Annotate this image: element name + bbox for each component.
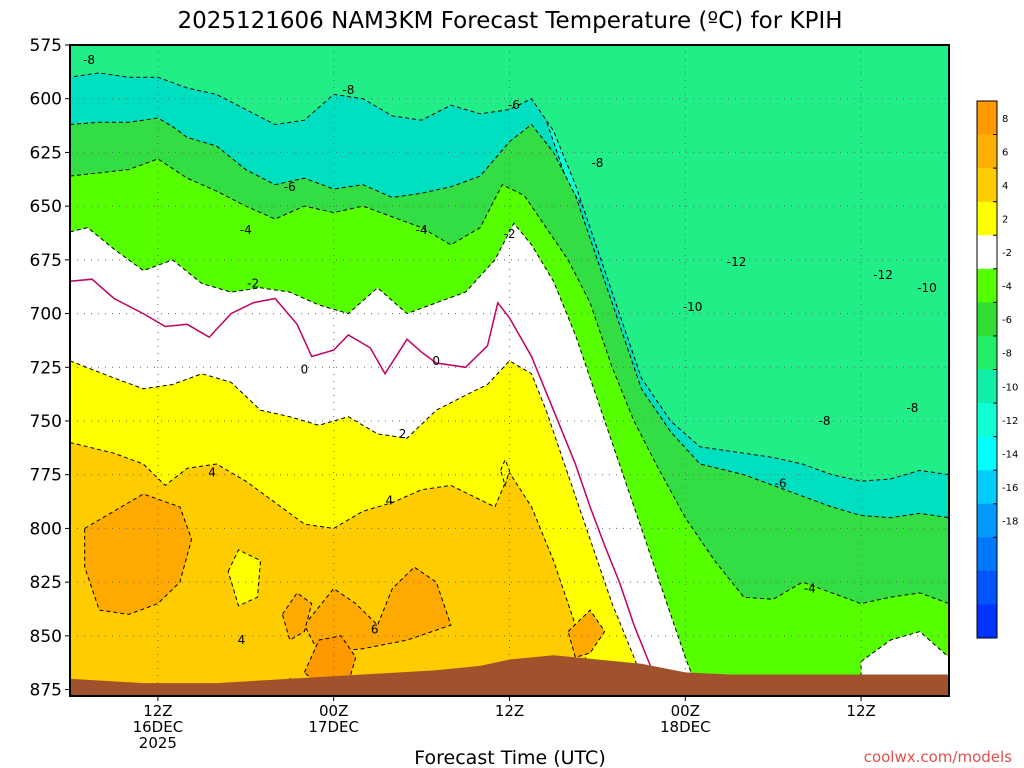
x-tick-label: 00Z [319,702,348,720]
zone-orange-mid3 [567,609,606,658]
colorbar-tick-label: 4 [1002,181,1008,192]
colorbar-segment [977,604,997,639]
zone-orange-mid [303,566,452,654]
colorbar-segment [977,470,997,505]
y-tick-label: 800 [30,519,62,539]
colorbar-segment [977,503,997,538]
x-tick-label: 16DEC [133,718,184,736]
contour-label: -8 [342,83,354,97]
credit-text: coolwx.com/models [864,748,1012,766]
colorbar-tick-label: 8 [1002,114,1008,125]
colorbar-segment [977,403,997,438]
colorbar-segment [977,436,997,471]
x-tick-label: 12Z [846,702,875,720]
colorbar-tick-label: -10 [1002,382,1018,393]
contour-label: -8 [818,414,830,428]
colorbar-tick-label: -18 [1002,517,1018,528]
contour-label: -12 [727,255,747,269]
contour-label: -8 [591,156,603,170]
y-tick-label: 850 [30,627,62,647]
contour-label: -8 [83,53,95,67]
x-tick-label: 12Z [143,702,172,720]
colorbar-segment [977,235,997,270]
x-tick-label: 18DEC [660,718,711,736]
zone-orange [84,493,193,615]
contour-label: -8 [906,401,918,415]
colorbar-segment [977,302,997,337]
x-tick-label: 2025 [139,734,177,752]
colorbar-tick-label: 6 [1002,147,1008,158]
zone-orange-mid2 [281,592,313,641]
y-tick-label: 700 [30,305,62,325]
x-tick-label: 00Z [671,702,700,720]
y-tick-label: 675 [30,251,62,271]
colorbar-tick-label: 2 [1002,214,1008,225]
colorbar-segment [977,201,997,236]
contour-label: 4 [208,466,216,480]
contour-label: -2 [504,227,516,241]
contour-label: -6 [284,180,296,194]
y-tick-label: 625 [30,143,62,163]
colorbar-segment [977,369,997,404]
contour-label: -10 [683,300,703,314]
contour-label: -2 [247,276,259,290]
contour-label: -12 [873,268,893,282]
y-tick-label: 875 [30,681,62,701]
colorbar-tick-label: -14 [1002,449,1018,460]
colorbar-tick-label: -4 [1002,282,1012,293]
zone-yellow-pocket2 [500,458,511,488]
contour-label: -4 [240,223,252,237]
terrain-surface [70,655,949,696]
colorbar-tick-label: -12 [1002,416,1018,427]
y-tick-label: 775 [30,466,62,486]
colorbar-segment [977,570,997,605]
colorbar-segment [977,168,997,203]
contour-label: -10 [917,281,937,295]
x-tick-label: 12Z [495,702,524,720]
chart-title: 2025121606 NAM3KM Forecast Temperature (… [177,8,842,34]
zone-yellow-pocket [227,549,262,607]
colorbar-segment [977,268,997,303]
contour-label: 2 [399,427,407,441]
plot-area: -8 -8 -6 -8 -6 -4 -4 -2 -12 -12 -10 -2 -10 0 0 -8 -8 2 -6 4… [70,45,949,696]
zone-teal-green [70,45,949,482]
colorbar-segment [977,134,997,169]
x-tick-label: 17DEC [308,718,359,736]
colorbar-segment [977,335,997,370]
contour-labels: -8 -8 -6 -8 -6 -4 -4 -2 -12 -12 -10 -2 -10 0 0 -8 -8 2 -6 4… [83,53,937,647]
contour-label: 4 [238,633,246,647]
contour-label: -4 [416,223,428,237]
y-tick-label: 750 [30,412,62,432]
contour-label: 4 [386,493,394,507]
colorbar-tick-label: -8 [1002,349,1012,360]
y-axis: 575 600 625 650 675 700 725 750 775 800 825 850 875 [30,36,70,701]
colorbar-tick-label: -16 [1002,483,1018,494]
contour-label: -6 [775,476,787,490]
x-axis-label: Forecast Time (UTC) [414,747,605,768]
y-tick-label: 575 [30,36,62,56]
colorbar-segment [977,101,997,136]
colorbar-segment [977,537,997,572]
freezing-contour [70,278,664,696]
zone-orange-light [70,441,598,696]
contour-label: 0 [432,354,440,368]
contour-label: 0 [301,362,309,376]
contour-label: 6 [371,622,379,636]
temperature-fill-zones [70,45,949,696]
colorbar: 8 6 4 2 -2 -4 -6 -8 -10 -12 -14 -16 -18 [976,100,1018,639]
y-tick-label: 725 [30,358,62,378]
colorbar-tick-label: -6 [1002,315,1012,326]
contour-label: -6 [508,98,520,112]
y-tick-label: 825 [30,573,62,593]
y-tick-label: 600 [30,90,62,110]
y-tick-label: 650 [30,197,62,217]
colorbar-tick-label: -2 [1002,248,1012,259]
contour-label: -4 [804,582,816,596]
